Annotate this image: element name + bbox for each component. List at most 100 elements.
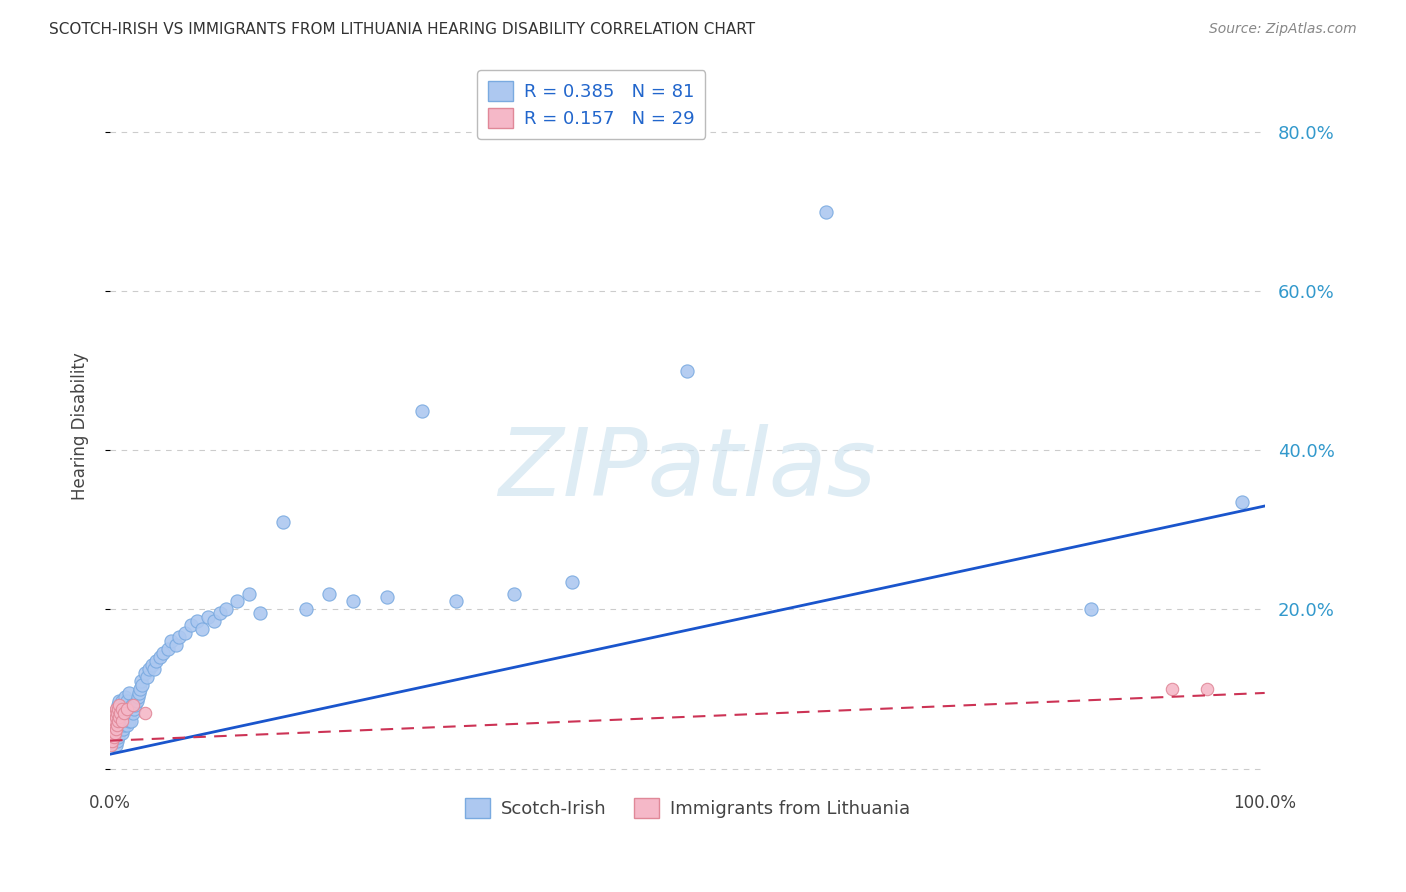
Point xyxy=(1195,681,1218,696)
Point xyxy=(108,694,131,708)
Point xyxy=(108,710,131,724)
Point xyxy=(111,702,134,716)
Point xyxy=(104,702,127,716)
Point xyxy=(112,706,135,720)
Point xyxy=(1080,602,1102,616)
Point xyxy=(100,738,122,752)
Point xyxy=(114,690,136,704)
Point xyxy=(117,718,139,732)
Point xyxy=(561,574,583,589)
Point xyxy=(114,714,136,728)
Point xyxy=(120,714,142,728)
Point xyxy=(411,403,433,417)
Point xyxy=(103,718,125,732)
Point xyxy=(124,698,146,712)
Point xyxy=(107,714,129,728)
Y-axis label: Hearing Disability: Hearing Disability xyxy=(72,352,89,500)
Point xyxy=(145,654,167,668)
Point xyxy=(122,698,145,712)
Point xyxy=(169,630,191,644)
Point xyxy=(134,706,156,720)
Point xyxy=(136,670,159,684)
Point xyxy=(131,678,153,692)
Point xyxy=(104,722,127,736)
Point xyxy=(107,714,129,728)
Point xyxy=(129,681,152,696)
Point xyxy=(149,650,172,665)
Text: SCOTCH-IRISH VS IMMIGRANTS FROM LITHUANIA HEARING DISABILITY CORRELATION CHART: SCOTCH-IRISH VS IMMIGRANTS FROM LITHUANI… xyxy=(49,22,755,37)
Point xyxy=(814,204,837,219)
Point xyxy=(104,730,127,744)
Point xyxy=(318,586,340,600)
Point xyxy=(446,594,468,608)
Point xyxy=(101,722,124,736)
Point xyxy=(105,718,128,732)
Point xyxy=(112,698,135,712)
Point xyxy=(111,725,134,739)
Point xyxy=(111,702,134,716)
Point xyxy=(104,706,127,720)
Point xyxy=(104,738,127,752)
Text: Source: ZipAtlas.com: Source: ZipAtlas.com xyxy=(1209,22,1357,37)
Point xyxy=(105,718,128,732)
Point xyxy=(101,714,124,728)
Point xyxy=(129,673,152,688)
Point xyxy=(121,698,143,712)
Point xyxy=(249,607,271,621)
Point xyxy=(142,662,165,676)
Point xyxy=(117,714,139,728)
Point xyxy=(104,710,127,724)
Point xyxy=(110,722,132,736)
Point xyxy=(111,710,134,724)
Point xyxy=(1161,681,1184,696)
Point xyxy=(128,686,150,700)
Point xyxy=(127,690,149,704)
Point xyxy=(105,733,128,747)
Point xyxy=(101,733,124,747)
Point xyxy=(1230,495,1253,509)
Point xyxy=(117,694,139,708)
Point xyxy=(160,634,183,648)
Point xyxy=(174,626,197,640)
Point xyxy=(156,642,179,657)
Point xyxy=(100,725,122,739)
Point xyxy=(141,658,163,673)
Point xyxy=(117,702,139,716)
Point xyxy=(197,610,219,624)
Point xyxy=(152,646,174,660)
Point xyxy=(110,706,132,720)
Point xyxy=(122,706,145,720)
Point xyxy=(104,725,127,739)
Point xyxy=(107,730,129,744)
Point xyxy=(676,364,699,378)
Point xyxy=(295,602,318,616)
Point xyxy=(107,702,129,716)
Point xyxy=(111,694,134,708)
Point xyxy=(104,714,127,728)
Point xyxy=(105,702,128,716)
Point xyxy=(238,586,260,600)
Point xyxy=(103,710,125,724)
Point xyxy=(108,698,131,712)
Point xyxy=(104,706,127,720)
Point xyxy=(110,706,132,720)
Point xyxy=(214,602,236,616)
Point xyxy=(105,706,128,720)
Legend: Scotch-Irish, Immigrants from Lithuania: Scotch-Irish, Immigrants from Lithuania xyxy=(457,791,917,825)
Point xyxy=(271,515,294,529)
Point xyxy=(202,615,225,629)
Point xyxy=(226,594,249,608)
Point xyxy=(191,623,214,637)
Point xyxy=(124,702,146,716)
Point xyxy=(180,618,202,632)
Point xyxy=(165,638,187,652)
Point xyxy=(108,725,131,739)
Point xyxy=(208,607,231,621)
Point xyxy=(375,591,398,605)
Point xyxy=(118,706,141,720)
Point xyxy=(138,662,160,676)
Point xyxy=(115,710,138,724)
Point xyxy=(103,725,125,739)
Point xyxy=(103,730,125,744)
Point xyxy=(101,733,124,747)
